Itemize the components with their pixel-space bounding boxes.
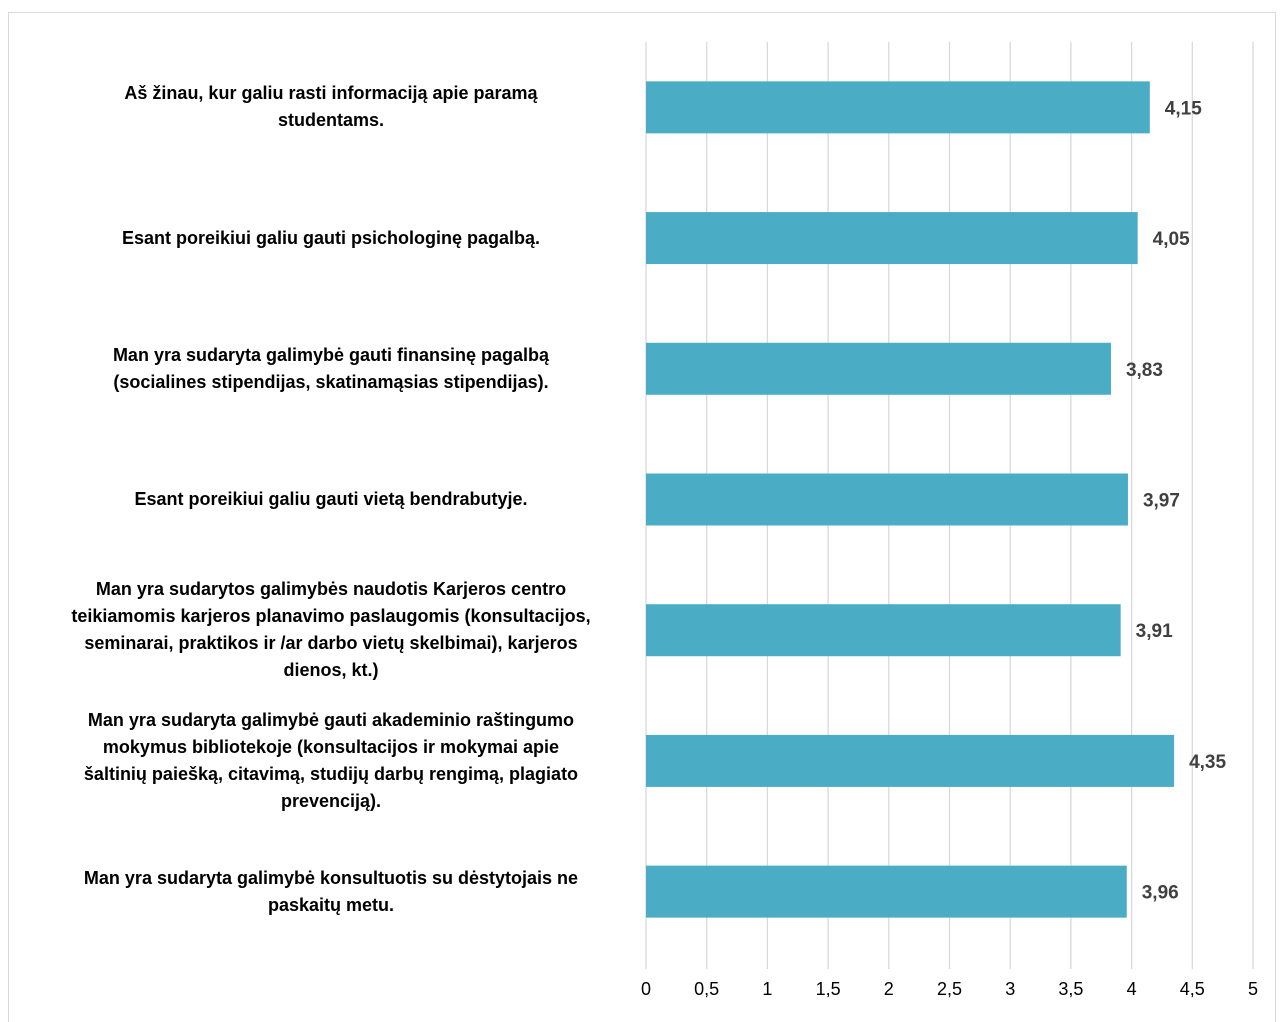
data-label: 3,97 [1143, 491, 1180, 512]
x-tick-label: 1,5 [816, 979, 841, 999]
data-label: 3,91 [1136, 621, 1173, 642]
category-label: Aš žinau, kur galiu rasti informaciją ap… [124, 83, 538, 131]
category-label: Man yra sudaryta galimybė konsultuotis s… [83, 867, 579, 915]
bar [646, 342, 1111, 395]
bar [646, 473, 1128, 526]
x-tick-label: 2 [884, 979, 894, 999]
x-tick-label: 0 [641, 979, 651, 999]
data-label: 3,96 [1142, 883, 1179, 904]
category-label: Man yra sudaryta galimybė gauti akademin… [83, 709, 579, 811]
chart-frame [8, 12, 1276, 1022]
x-tick-label: 0,5 [694, 979, 719, 999]
bar [646, 604, 1121, 657]
x-tick-label: 3,5 [1058, 979, 1083, 999]
category-label: Man yra sudarytos galimybės naudotis Kar… [71, 579, 591, 681]
x-tick-label: 1 [762, 979, 772, 999]
category-label: Esant poreikiui galiu gauti vietą bendra… [134, 489, 528, 509]
x-tick-label: 2,5 [937, 979, 962, 999]
x-tick-label: 5 [1248, 979, 1258, 999]
x-tick-label: 4,5 [1180, 979, 1205, 999]
category-label: Esant poreikiui galiu gauti psichologinę… [121, 227, 541, 248]
bar [646, 81, 1150, 134]
bar [646, 212, 1138, 265]
data-label: 4,15 [1165, 98, 1202, 119]
bar [646, 734, 1175, 787]
bar [646, 865, 1127, 918]
x-tick-label: 4 [1127, 979, 1137, 999]
data-label: 3,83 [1126, 360, 1163, 381]
data-label: 4,05 [1153, 229, 1190, 250]
data-label: 4,35 [1189, 752, 1226, 773]
x-tick-label: 3 [1005, 979, 1015, 999]
category-label: Man yra sudaryta galimybė gauti finansin… [112, 344, 550, 392]
